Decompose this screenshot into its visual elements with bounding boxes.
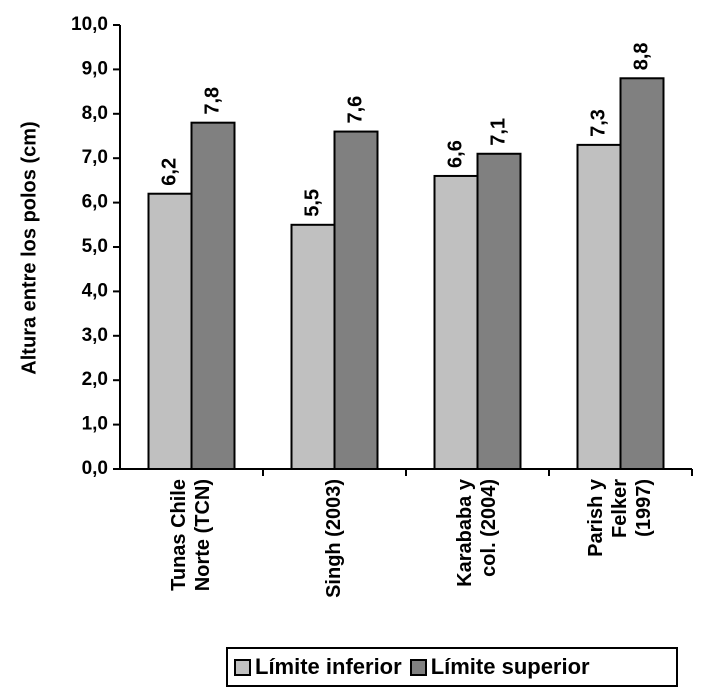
y-tick-label: 7,0 xyxy=(82,147,108,168)
y-tick-label: 10,0 xyxy=(71,14,108,35)
bar-superior xyxy=(333,130,379,470)
legend-swatch-superior xyxy=(409,658,427,676)
y-tick-label: 3,0 xyxy=(82,325,108,346)
legend-label-inferior: Límite inferior xyxy=(255,654,402,679)
legend: Límite inferior Límite superior xyxy=(226,647,678,687)
category-label: Tunas Chile xyxy=(168,479,190,591)
y-axis-label: Altura entre los polos (cm) xyxy=(18,121,40,374)
bar-inferior xyxy=(576,143,622,470)
category-label: Felker xyxy=(609,479,631,538)
bar-superior xyxy=(619,77,665,470)
y-tick-label: 4,0 xyxy=(82,280,108,301)
data-label: 5,5 xyxy=(301,189,323,217)
y-tick-label: 6,0 xyxy=(82,192,108,213)
legend-label-superior: Límite superior xyxy=(430,654,590,679)
category-label: Parish y xyxy=(585,478,607,557)
y-tick-label: 2,0 xyxy=(82,369,108,390)
y-tick-label: 8,0 xyxy=(82,103,108,124)
category-label: Norte (TCN) xyxy=(192,479,214,591)
y-tick-label: 0,0 xyxy=(82,458,108,479)
category-label: (1997) xyxy=(633,479,655,537)
category-label: Singh (2003) xyxy=(323,479,345,598)
bar-superior xyxy=(476,152,522,470)
data-label: 6,6 xyxy=(444,140,466,168)
bar-superior xyxy=(190,121,236,471)
y-tick-label: 9,0 xyxy=(82,58,108,79)
data-label: 8,8 xyxy=(630,42,652,70)
bar-inferior xyxy=(433,174,479,471)
data-label: 7,6 xyxy=(344,96,366,124)
bar-inferior xyxy=(147,192,193,470)
category-label: Karababa y xyxy=(454,478,476,587)
data-label: 7,1 xyxy=(487,118,509,146)
legend-swatch-inferior xyxy=(234,658,251,676)
legend-item-inferior: Límite inferior xyxy=(234,654,402,680)
y-tick-label: 5,0 xyxy=(82,236,108,257)
legend-item-superior: Límite superior xyxy=(409,654,590,680)
category-label: col. (2004) xyxy=(478,479,500,577)
bar-inferior xyxy=(290,223,336,470)
data-label: 7,8 xyxy=(201,87,223,115)
y-tick-label: 1,0 xyxy=(82,414,108,435)
data-label: 7,3 xyxy=(587,109,609,137)
data-label: 6,2 xyxy=(158,158,180,186)
